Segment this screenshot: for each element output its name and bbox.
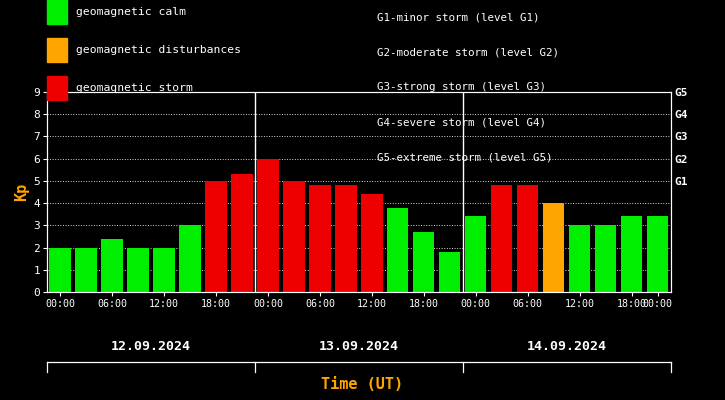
Bar: [387, 208, 408, 292]
Bar: [413, 232, 434, 292]
Text: geomagnetic storm: geomagnetic storm: [76, 83, 193, 93]
Bar: [231, 174, 252, 292]
Text: Time (UT): Time (UT): [321, 377, 404, 392]
Text: 12.09.2024: 12.09.2024: [111, 340, 191, 352]
Bar: [257, 159, 278, 292]
Text: geomagnetic disturbances: geomagnetic disturbances: [76, 45, 241, 55]
Bar: [310, 185, 331, 292]
Bar: [102, 239, 123, 292]
Bar: [621, 216, 642, 292]
Bar: [283, 181, 304, 292]
Text: geomagnetic calm: geomagnetic calm: [76, 7, 186, 17]
Bar: [465, 216, 486, 292]
Bar: [439, 252, 460, 292]
Text: G4-severe storm (level G4): G4-severe storm (level G4): [377, 118, 546, 128]
Bar: [361, 194, 383, 292]
Bar: [75, 248, 96, 292]
Text: G3-strong storm (level G3): G3-strong storm (level G3): [377, 82, 546, 92]
Bar: [569, 225, 590, 292]
Y-axis label: Kp: Kp: [14, 183, 29, 201]
Bar: [179, 225, 201, 292]
Text: G2-moderate storm (level G2): G2-moderate storm (level G2): [377, 47, 559, 57]
Bar: [205, 181, 227, 292]
Bar: [128, 248, 149, 292]
Bar: [335, 185, 357, 292]
Bar: [154, 248, 175, 292]
Text: 14.09.2024: 14.09.2024: [526, 340, 607, 352]
Bar: [595, 225, 616, 292]
Bar: [543, 203, 564, 292]
Text: G1-minor storm (level G1): G1-minor storm (level G1): [377, 12, 539, 22]
Bar: [49, 248, 71, 292]
Text: G5-extreme storm (level G5): G5-extreme storm (level G5): [377, 153, 552, 163]
Text: 13.09.2024: 13.09.2024: [319, 340, 399, 352]
Bar: [491, 185, 513, 292]
Bar: [647, 216, 668, 292]
Bar: [517, 185, 539, 292]
